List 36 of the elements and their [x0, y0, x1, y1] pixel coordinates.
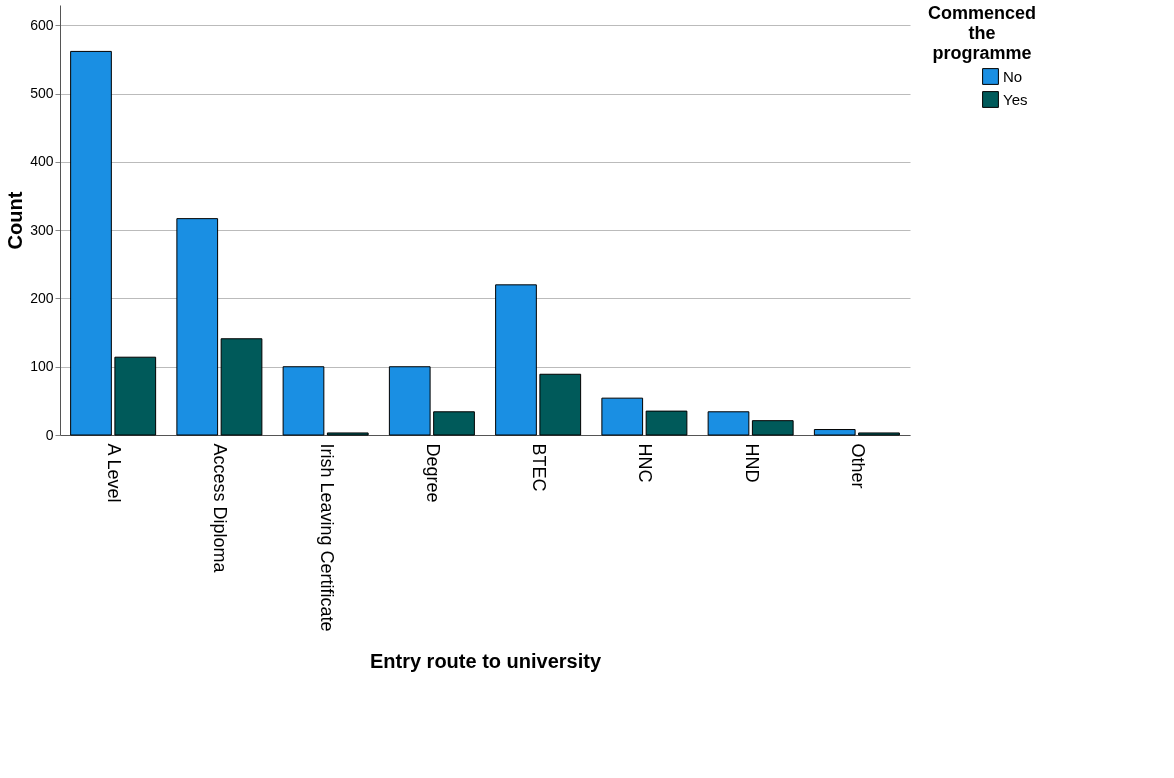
x-axis-title: Entry route to university [369, 649, 602, 672]
x-tick-label: A Level [104, 443, 125, 503]
y-tick-label: 500 [30, 85, 54, 102]
legend-title: Commenced the programme [927, 3, 1037, 63]
bar [813, 429, 856, 436]
bar [176, 218, 219, 436]
x-tick-label: HND [741, 443, 762, 483]
x-tick-label: Degree [422, 443, 443, 503]
y-tick-label: 100 [30, 358, 54, 375]
bar [858, 432, 900, 436]
x-tick-label: HNC [635, 443, 656, 483]
x-tick-label: Irish Leaving Certificate [316, 443, 337, 632]
bar [495, 284, 537, 436]
y-tick-label: 400 [30, 153, 54, 170]
x-tick-label: BTEC [529, 443, 550, 492]
bar [539, 373, 582, 436]
legend-label: No [1003, 67, 1023, 85]
x-tick-label: Access Diploma [210, 443, 231, 574]
y-tick-label: 300 [30, 221, 54, 238]
bar [707, 411, 750, 436]
bar [388, 366, 431, 436]
bar [70, 50, 112, 436]
bar [645, 410, 688, 436]
bar [114, 356, 157, 436]
y-tick-label: 600 [30, 16, 54, 33]
bar [751, 420, 794, 436]
legend-label: Yes [1003, 90, 1028, 108]
bar [220, 338, 263, 436]
bar [326, 432, 369, 436]
bar [433, 411, 475, 436]
bar [601, 397, 644, 436]
y-tick-label: 0 [45, 426, 54, 443]
y-tick-label: 200 [30, 289, 54, 306]
x-tick-label: Other [847, 443, 868, 489]
bar [282, 366, 325, 436]
y-axis-title: Count [4, 191, 27, 250]
